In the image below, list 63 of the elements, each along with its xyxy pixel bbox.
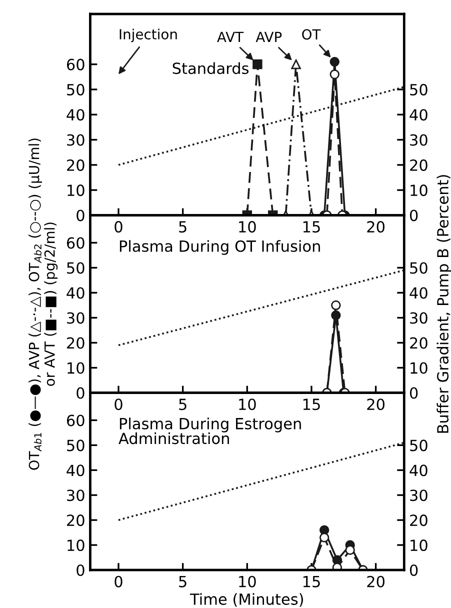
x-tick-label: 0 (114, 398, 122, 410)
y-tick-label: 50 (67, 84, 84, 96)
y-tick-label: 10 (68, 540, 84, 552)
y2-tick-label: 0 (410, 210, 418, 222)
x-tick-label: 5 (179, 398, 186, 410)
y-axis-title: OT$_{Ab1}$ (●—●), AVP (△-·-△), OT$_{Ab2}$ (○--○) (μU/ml) or AVT (■--■) (pg/2/ml) (28, 138, 58, 470)
annotation: Injection (120, 28, 177, 42)
annotation: AVT (217, 32, 244, 42)
annotation: OT (302, 29, 321, 40)
y-tick-label: 40 (66, 464, 84, 476)
x-axis-title: Time (Minutes) (190, 593, 303, 607)
y-tick-label: 10 (68, 362, 84, 374)
text: Plasma During OT Infusion (120, 240, 320, 255)
annotation: AVP (256, 32, 282, 42)
y-tick-label: 60 (66, 58, 84, 70)
y2-tick-label: 30 (410, 134, 428, 146)
x-tick-label: 0 (114, 576, 122, 588)
y2-tick-label: 50 (410, 84, 428, 96)
x-tick-label: 10 (239, 398, 256, 410)
x-tick-label: 0 (114, 221, 122, 233)
x-tick-label: 20 (367, 398, 384, 410)
x-tick-label: 10 (239, 576, 256, 588)
y2-tick-label: 30 (410, 312, 428, 324)
y2-tick-label: 20 (410, 159, 428, 171)
y-tick-label: 50 (67, 262, 84, 274)
y2-tick-label: 0 (410, 564, 418, 576)
y2-tick-label: 40 (410, 287, 428, 299)
y2-tick-label: 10 (410, 540, 428, 552)
y-tick-label: 30 (67, 490, 84, 502)
text: Standards (172, 62, 249, 74)
x-tick-label: 20 (367, 221, 384, 233)
y-tick-label: 20 (67, 337, 84, 349)
y-tick-label: 0 (76, 210, 84, 222)
y-tick-label: 60 (66, 414, 84, 426)
y2-tick-label: 20 (410, 514, 428, 526)
x-tick-label: 10 (239, 221, 256, 233)
x-tick-label: 15 (303, 398, 320, 410)
y2-tick-label: 0 (410, 387, 418, 399)
y-tick-label: 0 (76, 564, 84, 576)
y2-tick-label: 10 (410, 184, 428, 196)
y-tick-label: 60 (66, 237, 84, 249)
y2-tick-label: 30 (410, 490, 428, 502)
y-tick-label: 10 (68, 184, 84, 196)
x-tick-label: 15 (303, 576, 320, 588)
x-tick-label: 5 (179, 576, 186, 588)
y2-tick-label: 50 (410, 440, 428, 452)
x-tick-label: 15 (303, 221, 320, 233)
y2-tick-label: 40 (410, 464, 428, 476)
y-tick-label: 20 (67, 514, 84, 526)
text: Plasma During Estrogen Administration (118, 418, 301, 444)
y2-tick-label: 20 (410, 337, 428, 349)
y-tick-label: 30 (67, 312, 84, 324)
y-tick-label: 40 (66, 287, 84, 299)
y-tick-label: 20 (67, 159, 84, 171)
y2-tick-label: 40 (410, 109, 428, 121)
y-tick-label: 0 (76, 387, 84, 399)
x-tick-label: 20 (367, 576, 384, 588)
y-tick-label: 40 (66, 109, 84, 121)
y2-tick-label: 10 (410, 362, 428, 374)
y-tick-label: 50 (67, 440, 84, 452)
y-tick-label: 30 (67, 134, 84, 146)
x-tick-label: 5 (179, 221, 186, 233)
y2-tick-label: 50 (410, 262, 428, 274)
